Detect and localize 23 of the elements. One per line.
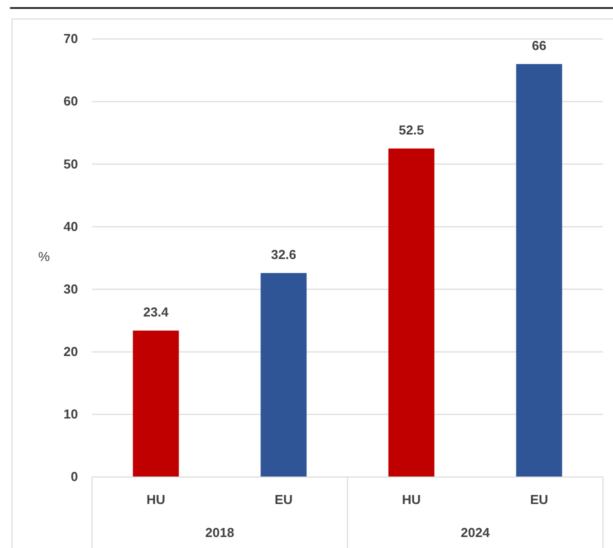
y-tick-label: 20 [64, 344, 78, 360]
data-label: 52.5 [398, 122, 424, 138]
y-tick-label: 40 [64, 218, 78, 234]
data-label: 66 [532, 38, 546, 54]
y-tick-label: 50 [64, 156, 78, 172]
data-label: 32.6 [270, 247, 296, 262]
y-tick-label: 30 [64, 281, 78, 296]
bar [132, 330, 179, 477]
y-tick-label: 60 [64, 94, 78, 109]
x-tick-label: HU [402, 492, 421, 507]
x-tick-label: EU [530, 492, 548, 507]
y-tick-label: 10 [64, 406, 78, 422]
y-tick-label: 0 [70, 469, 78, 484]
y-tick-label: 70 [64, 31, 78, 46]
y-axis-title: % [38, 249, 50, 264]
x-tick-label: HU [146, 492, 166, 507]
text: 2024 [460, 525, 490, 540]
text: 2018 [205, 525, 234, 540]
x-tick-label: EU [274, 492, 293, 507]
bar [388, 148, 434, 477]
data-label: 23.4 [143, 304, 170, 320]
bar [516, 64, 562, 477]
bar [260, 273, 307, 477]
